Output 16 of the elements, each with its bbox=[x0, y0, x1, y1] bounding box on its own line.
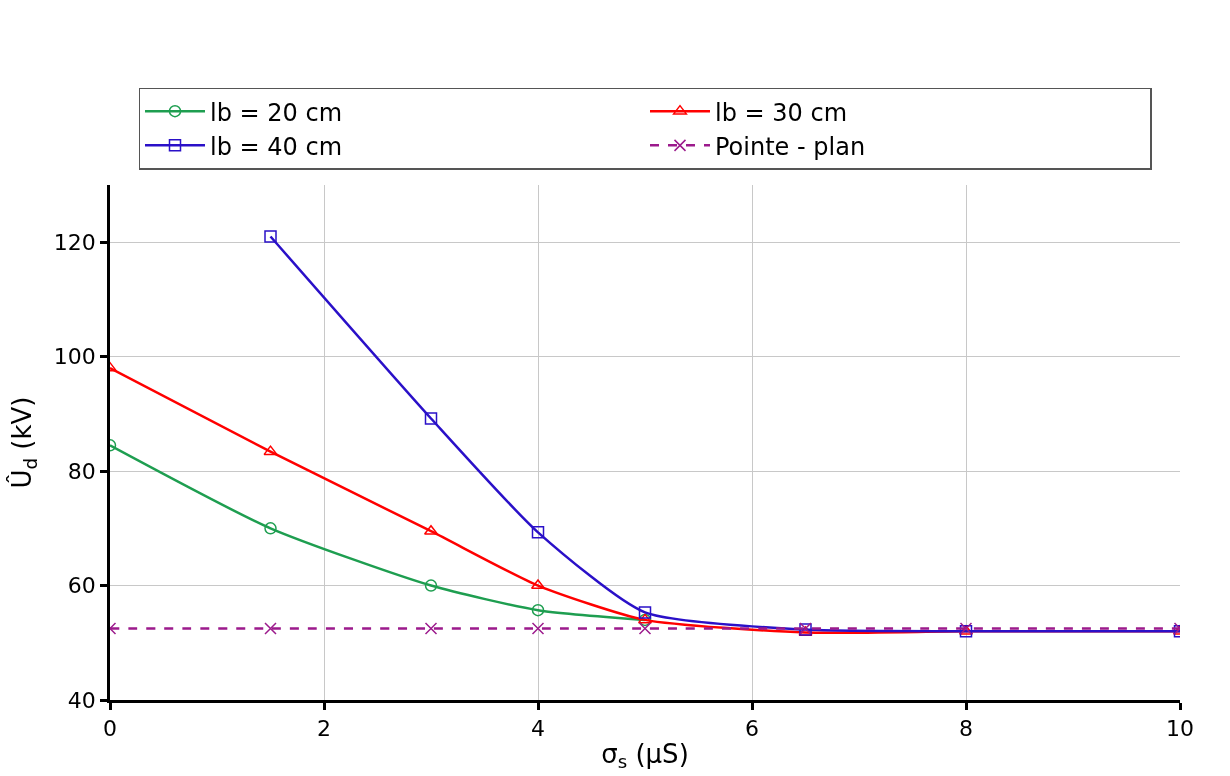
x-tick-label: 10 bbox=[1166, 716, 1194, 742]
x-tick-label: 8 bbox=[959, 716, 973, 742]
y-tick-label: 80 bbox=[67, 458, 96, 484]
y-tick-label: 120 bbox=[53, 229, 96, 255]
x-tick-label: 6 bbox=[745, 716, 759, 742]
x-tick-label: 4 bbox=[531, 716, 545, 742]
legend-label: lb = 30 cm bbox=[715, 98, 848, 127]
y-tick-label: 100 bbox=[53, 344, 96, 370]
legend-label: lb = 20 cm bbox=[210, 98, 343, 127]
x-tick-label: 2 bbox=[317, 716, 331, 742]
y-tick-label: 40 bbox=[67, 687, 96, 713]
legend-label: lb = 40 cm bbox=[210, 132, 343, 161]
legend-label: Pointe - plan bbox=[715, 132, 866, 161]
y-tick-label: 60 bbox=[67, 573, 96, 599]
x-axis-title: σ$_{s}$ (µS) bbox=[601, 738, 689, 773]
x-tick-label: 0 bbox=[103, 716, 117, 742]
